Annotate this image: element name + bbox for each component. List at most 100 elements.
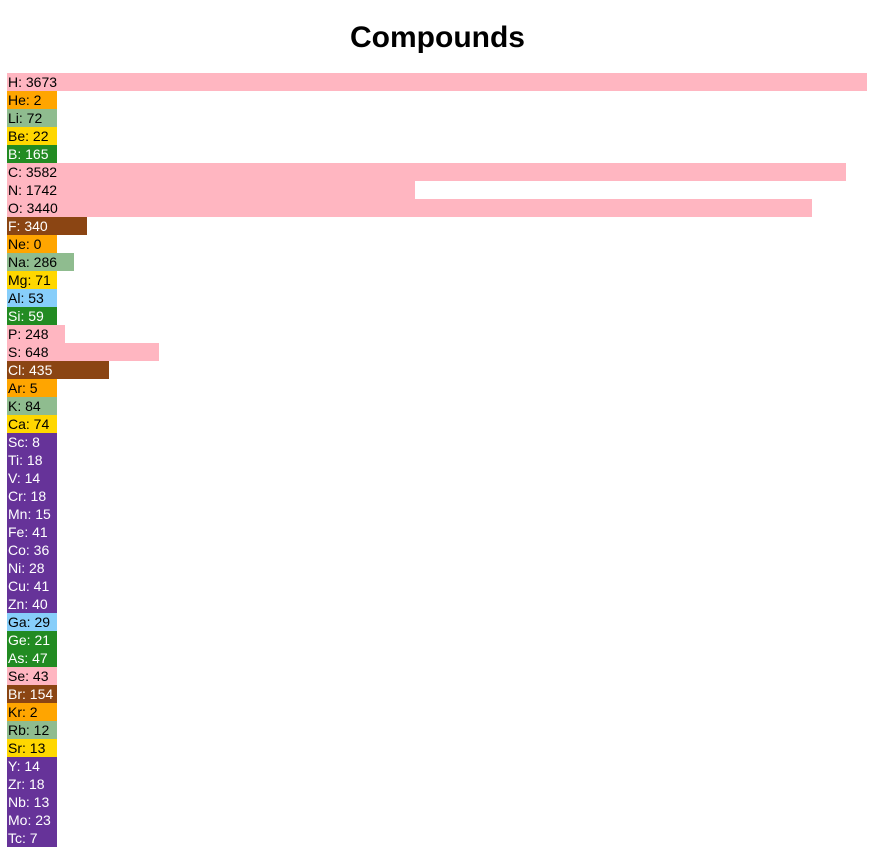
bar-mg [7,271,57,289]
bar-ar [7,379,57,397]
bar-ge [7,631,57,649]
bar-label-he: He: 2 [8,92,42,108]
bar-rb [7,721,57,739]
bar-nb [7,793,57,811]
bar-label-fe: Fe: 41 [8,524,48,540]
bar-label-v: V: 14 [8,470,41,486]
bar-label-b: B: 165 [8,146,49,162]
bar-row-ge: Ge: 21 [7,631,867,649]
bar-chart: H: 3673 He: 2 Li: 72 Be: 22 B: 165 C: 3582 N: … [7,73,867,847]
bar-label-zn: Zn: 40 [8,596,48,612]
bar-row-zr: Zr: 18 [7,775,867,793]
bar-row-ni: Ni: 28 [7,559,867,577]
bar-row-cl: Cl: 435 [7,361,867,379]
bar-label-y: Y: 14 [8,758,40,774]
bar-label-ar: Ar: 5 [8,380,38,396]
bar-c [7,163,846,181]
bar-label-ca: Ca: 74 [8,416,50,432]
bar-row-mo: Mo: 23 [7,811,867,829]
bar-ga [7,613,57,631]
bar-se [7,667,57,685]
bar-sr [7,739,57,757]
bar-row-sc: Sc: 8 [7,433,867,451]
bar-row-c: C: 3582 [7,163,867,181]
bar-label-cl: Cl: 435 [8,362,53,378]
bar-row-n: N: 1742 [7,181,867,199]
bar-li [7,109,57,127]
bar-p [7,325,66,343]
bar-row-na: Na: 286 [7,253,867,271]
bar-label-ga: Ga: 29 [8,614,51,630]
bar-label-cu: Cu: 41 [8,578,50,594]
bar-al [7,289,57,307]
bar-row-v: V: 14 [7,469,867,487]
bar-row-he: He: 2 [7,91,867,109]
bar-row-br: Br: 154 [7,685,867,703]
chart-title: Compounds [350,21,525,54]
bar-row-y: Y: 14 [7,757,867,775]
bar-row-tc: Tc: 7 [7,829,867,847]
bar-label-li: Li: 72 [8,110,43,126]
bar-h [7,73,867,91]
bar-label-sc: Sc: 8 [8,434,40,450]
bar-he [7,91,57,109]
bar-label-ni: Ni: 28 [8,560,45,576]
bar-row-ne: Ne: 0 [7,235,867,253]
bar-label-s: S: 648 [8,344,49,360]
bar-label-zr: Zr: 18 [8,776,45,792]
bar-label-mn: Mn: 15 [8,506,51,522]
bar-mo [7,811,57,829]
bar-row-k: K: 84 [7,397,867,415]
bar-label-ne: Ne: 0 [8,236,42,252]
bar-label-nb: Nb: 13 [8,794,50,810]
bar-br [7,685,57,703]
bar-f [7,217,87,235]
bar-row-li: Li: 72 [7,109,867,127]
bar-label-ge: Ge: 21 [8,632,51,648]
bar-row-p: P: 248 [7,325,867,343]
bar-row-al: Al: 53 [7,289,867,307]
bar-label-k: K: 84 [8,398,41,414]
bar-label-br: Br: 154 [8,686,54,702]
bar-co [7,541,57,559]
bar-row-zn: Zn: 40 [7,595,867,613]
bar-row-s: S: 648 [7,343,867,361]
bar-label-mo: Mo: 23 [8,812,51,828]
bar-label-si: Si: 59 [8,308,44,324]
bar-o [7,199,813,217]
bar-row-f: F: 340 [7,217,867,235]
bar-row-si: Si: 59 [7,307,867,325]
bar-label-o: O: 3440 [8,200,58,216]
bar-cu [7,577,57,595]
bar-label-f: F: 340 [8,218,48,234]
bar-label-sr: Sr: 13 [8,740,46,756]
bar-row-se: Se: 43 [7,667,867,685]
bar-si [7,307,57,325]
bar-row-b: B: 165 [7,145,867,163]
bar-s [7,343,159,361]
bar-row-cu: Cu: 41 [7,577,867,595]
bar-label-se: Se: 43 [8,668,49,684]
bar-row-ti: Ti: 18 [7,451,867,469]
bar-label-rb: Rb: 12 [8,722,50,738]
bar-label-na: Na: 286 [8,254,58,270]
bar-b [7,145,57,163]
bar-row-be: Be: 22 [7,127,867,145]
bar-y [7,757,57,775]
bar-label-h: H: 3673 [8,74,58,90]
bar-label-kr: Kr: 2 [8,704,38,720]
bar-zn [7,595,57,613]
bar-row-sr: Sr: 13 [7,739,867,757]
bar-tc [7,829,57,847]
bar-row-fe: Fe: 41 [7,523,867,541]
bar-label-as: As: 47 [8,650,48,666]
bar-row-rb: Rb: 12 [7,721,867,739]
bar-label-al: Al: 53 [8,290,44,306]
bar-label-n: N: 1742 [8,182,58,198]
bar-row-ga: Ga: 29 [7,613,867,631]
bar-label-mg: Mg: 71 [8,272,51,288]
bar-ne [7,235,57,253]
bar-row-co: Co: 36 [7,541,867,559]
bar-row-h: H: 3673 [7,73,867,91]
bar-row-as: As: 47 [7,649,867,667]
